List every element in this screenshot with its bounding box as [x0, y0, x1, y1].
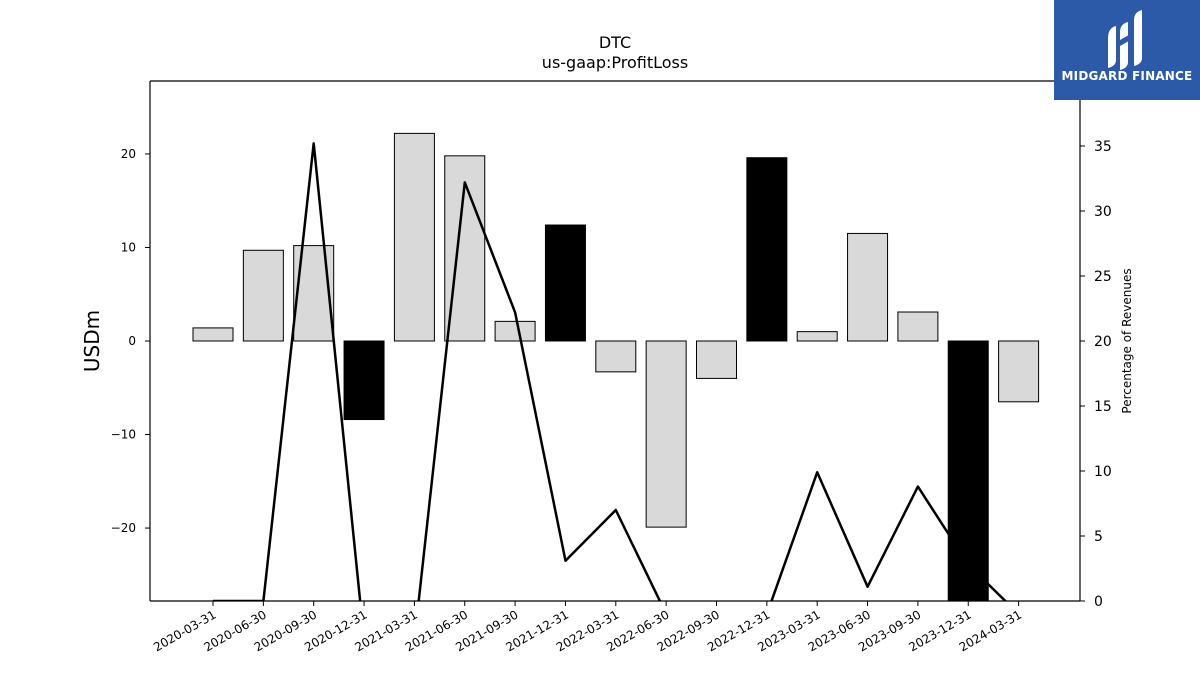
y-tick-label: −20: [111, 521, 136, 535]
bar-2020-09-30: [293, 245, 335, 342]
y-tick-labels: −20 −10 0 10 20: [111, 147, 136, 535]
y-tick-label: 0: [128, 334, 136, 348]
bar-2024-03-31: [998, 340, 1040, 403]
bar-series: [192, 132, 1040, 601]
y2-tick-label: 10: [1094, 464, 1112, 480]
y-tick-label: 20: [121, 147, 136, 161]
chart-title: DTC: [599, 33, 631, 52]
y2-tick-label: 0: [1094, 594, 1103, 610]
bar-2021-03-31: [393, 132, 435, 342]
y2-tick-label: 15: [1094, 399, 1112, 415]
bar-2023-03-31: [796, 331, 838, 342]
logo-text: MIDGARD FINANCE: [1061, 69, 1193, 83]
y-tick-label: 10: [121, 240, 136, 254]
bar-2020-03-31: [192, 327, 234, 342]
y-tick-label: −10: [111, 428, 136, 442]
chart-subtitle: us-gaap:ProfitLoss: [542, 53, 688, 72]
y2-tick-labels: 0510152025303540: [1094, 74, 1112, 610]
brand-logo: MIDGARD FINANCE: [1054, 0, 1200, 100]
bar-2020-12-31: [343, 340, 385, 421]
percentage-line: [213, 142, 1008, 601]
bar-2023-06-30: [847, 232, 889, 342]
y2-axis-label: Percentage of Revenues: [1120, 268, 1134, 413]
bar-2022-03-31: [595, 340, 637, 373]
bar-2022-12-31: [746, 157, 788, 342]
y2-tick-label: 35: [1094, 139, 1112, 155]
line-series: [213, 142, 1008, 601]
y-axis-label: USDm: [80, 310, 104, 372]
y2-tick-label: 5: [1094, 529, 1103, 545]
logo-mark-icon: [1108, 10, 1142, 70]
y2-tick-label: 25: [1094, 269, 1112, 285]
x-tick-labels: 2020-03-312020-06-302020-09-302020-12-31…: [151, 607, 1024, 654]
bar-2023-12-31: [947, 340, 989, 601]
bar-2022-09-30: [696, 340, 737, 379]
y2-tick-label: 30: [1094, 204, 1112, 220]
bar-2020-06-30: [242, 249, 284, 342]
axes: [145, 80, 1085, 606]
bar-2021-09-30: [494, 320, 536, 342]
y2-tick-label: 20: [1094, 334, 1112, 350]
bar-2022-06-30: [645, 340, 687, 528]
bar-2021-12-31: [544, 224, 586, 342]
bar-2023-09-30: [897, 311, 939, 342]
